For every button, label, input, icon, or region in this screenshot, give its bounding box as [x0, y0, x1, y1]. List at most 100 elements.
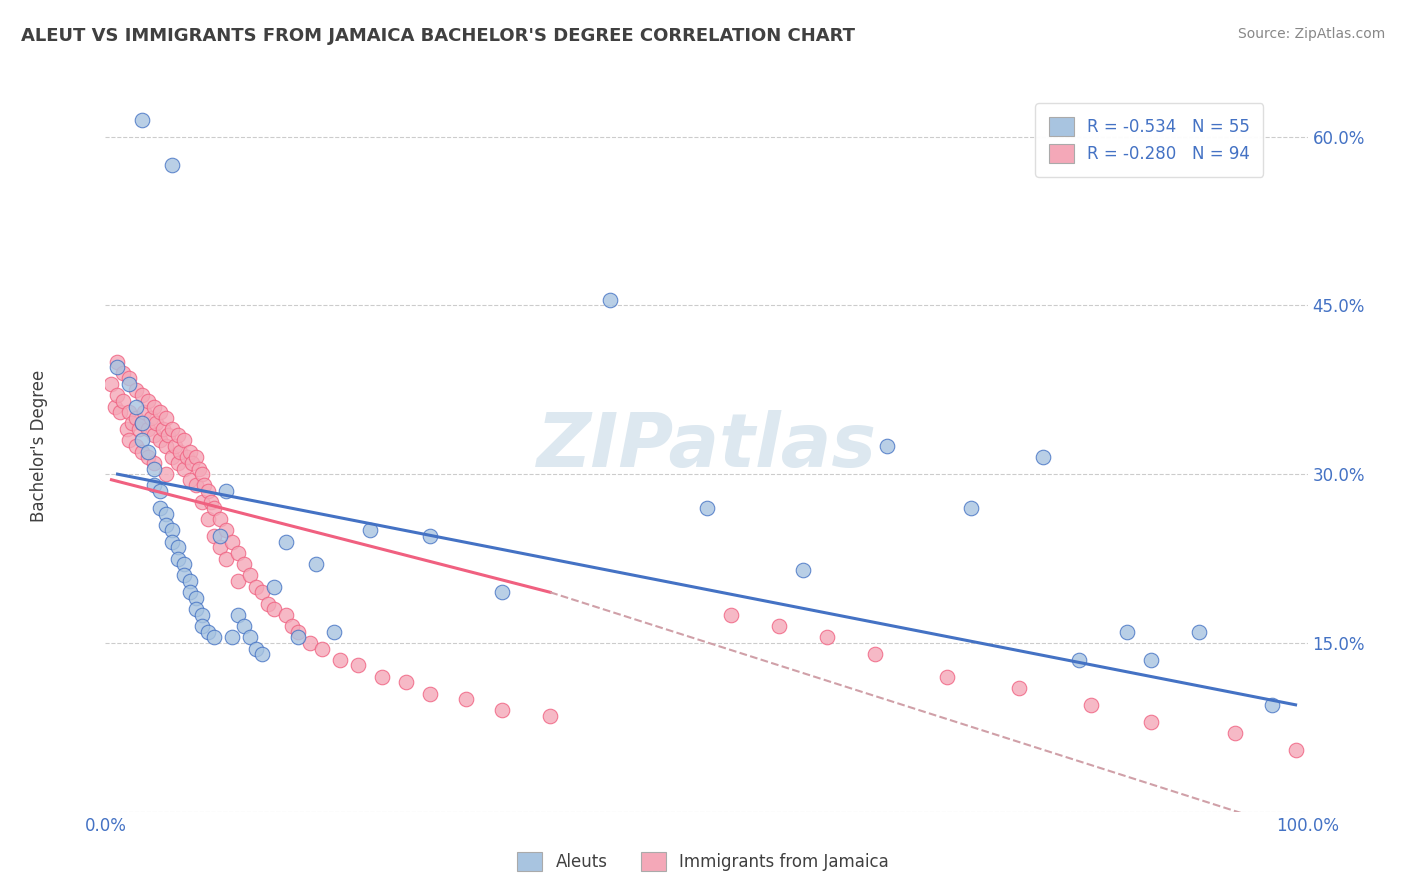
Point: [136, 444, 159, 458]
Point: [115, 422, 138, 436]
Point: [160, 422, 183, 436]
Point: [118, 405, 141, 419]
Point: [184, 591, 207, 605]
Point: [173, 434, 195, 448]
Point: [131, 444, 153, 458]
Point: [148, 483, 170, 498]
Point: [371, 670, 394, 684]
Point: [491, 585, 513, 599]
Point: [136, 450, 159, 465]
Point: [108, 405, 131, 419]
Point: [359, 524, 381, 538]
Point: [118, 434, 141, 448]
Point: [599, 293, 621, 307]
Text: ZIPatlas: ZIPatlas: [537, 409, 876, 483]
Point: [169, 444, 191, 458]
Point: [131, 417, 153, 431]
Point: [239, 630, 262, 644]
Point: [263, 602, 285, 616]
Point: [256, 597, 278, 611]
Point: [792, 563, 814, 577]
Point: [226, 546, 249, 560]
Point: [1069, 653, 1091, 667]
Point: [160, 158, 183, 172]
Point: [190, 467, 212, 482]
Point: [221, 630, 243, 644]
Point: [202, 630, 225, 644]
Point: [202, 500, 225, 515]
Point: [250, 647, 273, 661]
Point: [263, 580, 285, 594]
Point: [274, 607, 297, 622]
Point: [184, 478, 207, 492]
Point: [165, 439, 187, 453]
Point: [118, 377, 141, 392]
Point: [166, 427, 188, 442]
Point: [142, 456, 165, 470]
Point: [107, 388, 129, 402]
Point: [419, 529, 441, 543]
Point: [395, 675, 418, 690]
Point: [156, 427, 179, 442]
Point: [179, 574, 201, 588]
Point: [107, 354, 129, 368]
Point: [136, 422, 159, 436]
Point: [311, 641, 333, 656]
Point: [456, 692, 478, 706]
Point: [347, 658, 370, 673]
Point: [960, 500, 983, 515]
Point: [1032, 450, 1054, 465]
Point: [184, 450, 207, 465]
Point: [876, 439, 898, 453]
Point: [1140, 653, 1163, 667]
Point: [863, 647, 886, 661]
Point: [768, 619, 790, 633]
Point: [121, 417, 143, 431]
Point: [179, 585, 201, 599]
Point: [166, 551, 188, 566]
Point: [142, 478, 165, 492]
Point: [815, 630, 838, 644]
Point: [250, 585, 273, 599]
Point: [131, 388, 153, 402]
Point: [184, 602, 207, 616]
Point: [148, 434, 170, 448]
Point: [139, 410, 162, 425]
Point: [128, 422, 150, 436]
Point: [188, 461, 211, 475]
Point: [197, 512, 219, 526]
Point: [173, 557, 195, 571]
Point: [287, 624, 309, 639]
Point: [1080, 698, 1102, 712]
Point: [131, 434, 153, 448]
Point: [1116, 624, 1139, 639]
Point: [155, 410, 177, 425]
Point: [232, 619, 254, 633]
Point: [200, 495, 222, 509]
Point: [245, 580, 267, 594]
Point: [221, 534, 243, 549]
Point: [193, 478, 215, 492]
Point: [202, 529, 225, 543]
Text: Source: ZipAtlas.com: Source: ZipAtlas.com: [1237, 27, 1385, 41]
Point: [124, 410, 146, 425]
Point: [208, 541, 231, 555]
Point: [142, 427, 165, 442]
Text: ALEUT VS IMMIGRANTS FROM JAMAICA BACHELOR'S DEGREE CORRELATION CHART: ALEUT VS IMMIGRANTS FROM JAMAICA BACHELO…: [21, 27, 855, 45]
Point: [1140, 714, 1163, 729]
Point: [107, 360, 129, 375]
Point: [214, 524, 236, 538]
Point: [190, 607, 212, 622]
Point: [142, 400, 165, 414]
Point: [245, 641, 267, 656]
Point: [720, 607, 742, 622]
Point: [232, 557, 254, 571]
Point: [132, 405, 155, 419]
Point: [148, 405, 170, 419]
Point: [131, 417, 153, 431]
Point: [166, 541, 188, 555]
Point: [696, 500, 718, 515]
Point: [322, 624, 344, 639]
Point: [155, 517, 177, 532]
Point: [160, 524, 183, 538]
